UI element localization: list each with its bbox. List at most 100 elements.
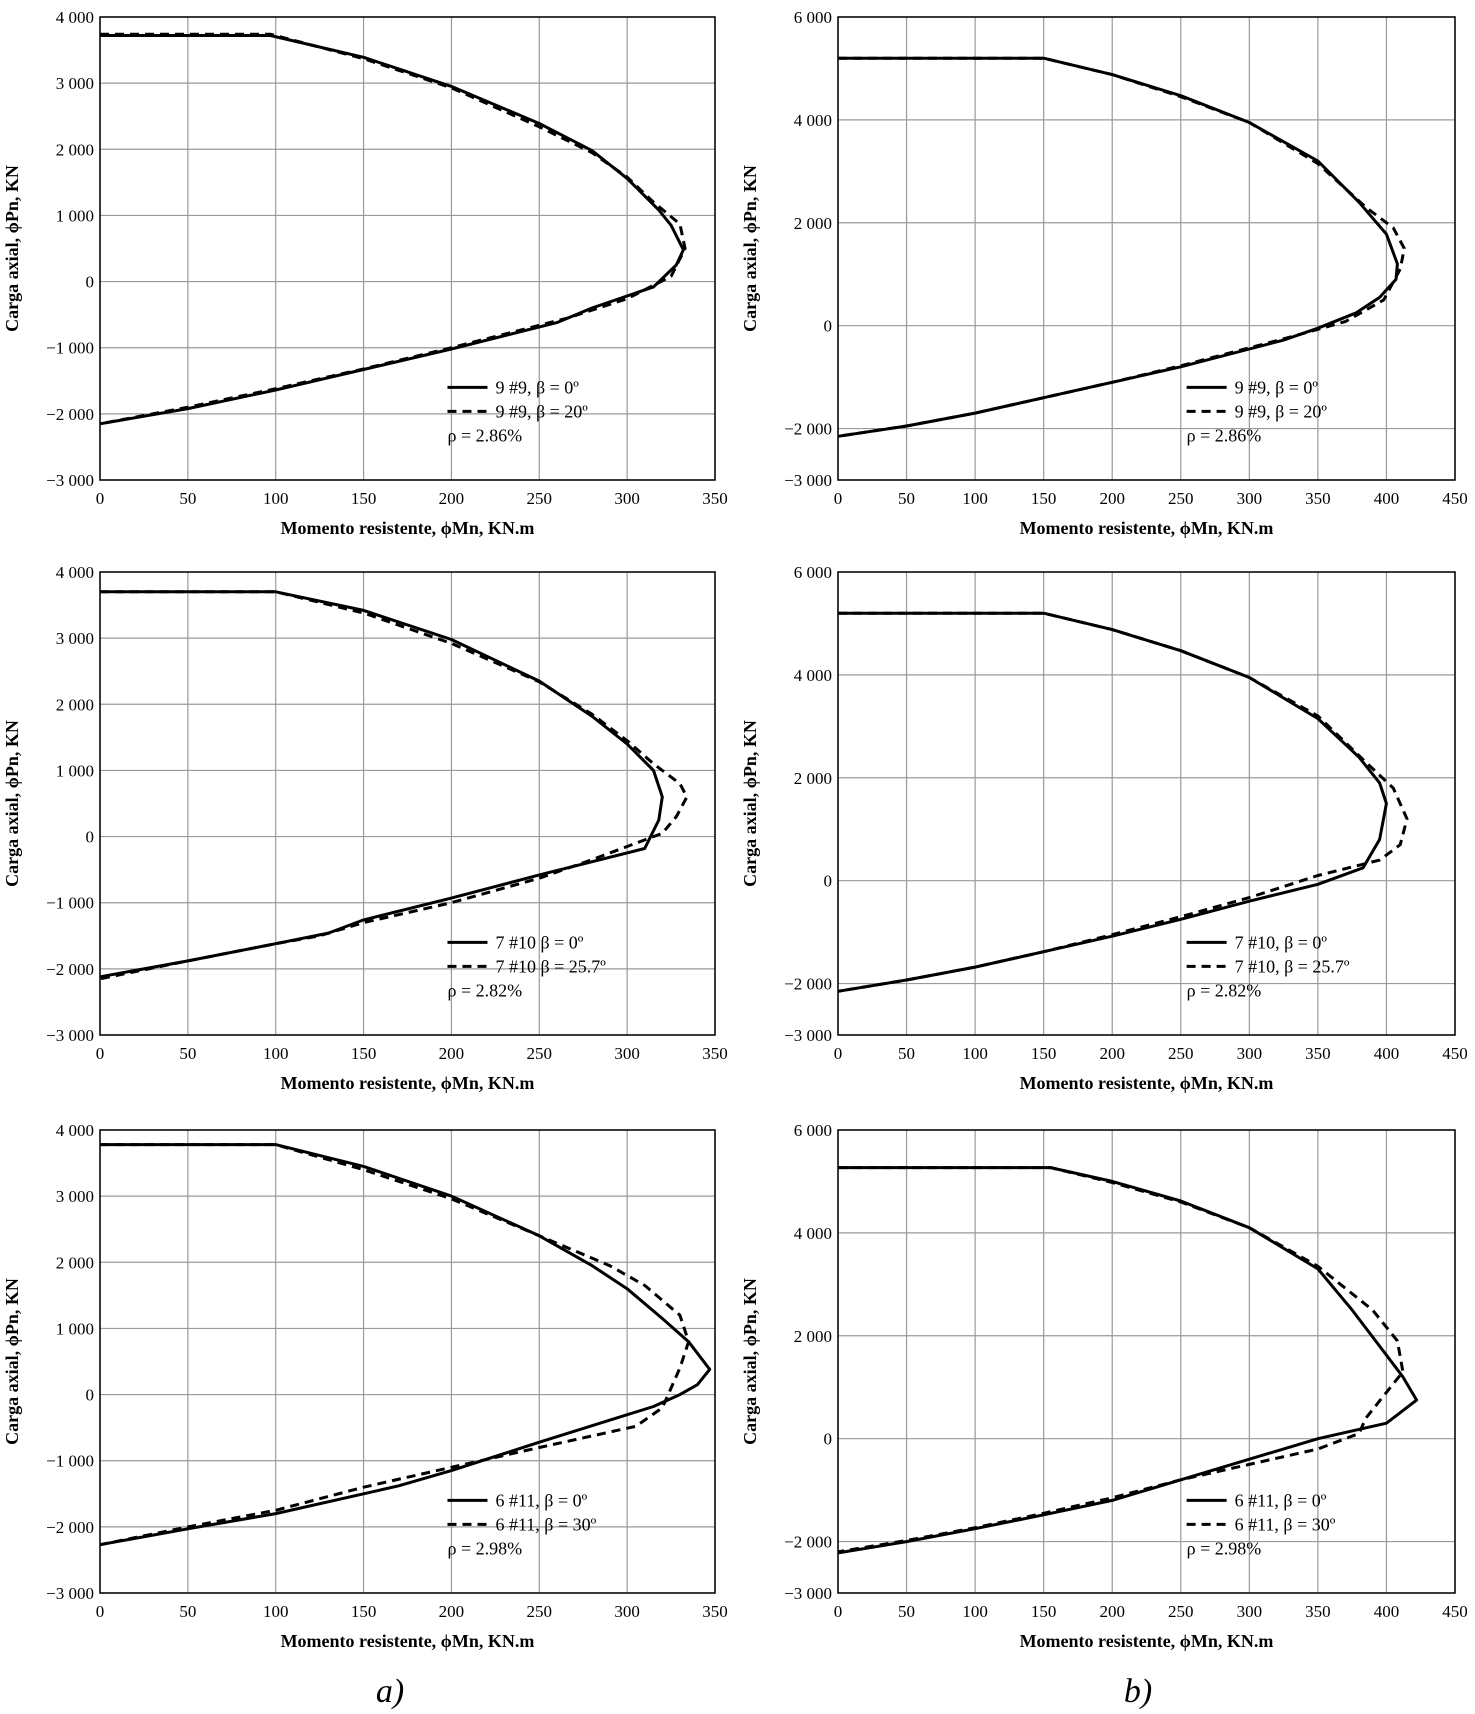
y-tick-label: 3 000: [56, 629, 94, 648]
legend-label: 6 #11, β = 30º: [495, 1514, 596, 1534]
x-tick-label: 0: [834, 1602, 843, 1621]
legend-label: 7 #10, β = 25.7º: [1235, 956, 1350, 976]
x-axis-title: Momento resistente, ϕMn, KN.m: [1020, 1073, 1274, 1093]
x-tick-label: 100: [962, 1044, 988, 1063]
x-tick-label: 400: [1374, 1044, 1400, 1063]
x-tick-label: 250: [527, 489, 553, 508]
y-tick-label: 2 000: [794, 1327, 832, 1346]
series-line-dashed: [99, 1143, 691, 1547]
y-axis-title: Carga axial, ϕPn, KN: [740, 1278, 760, 1445]
y-tick-label: −2 000: [784, 975, 832, 994]
series-line-dashed: [837, 611, 1409, 993]
x-tick-label: 100: [263, 1044, 289, 1063]
legend-note: ρ = 2.86%: [1187, 425, 1262, 445]
x-tick-label: 0: [834, 489, 843, 508]
x-tick-label: 350: [702, 1044, 728, 1063]
y-tick-label: −3 000: [46, 1026, 94, 1045]
y-tick-label: −1 000: [46, 1452, 94, 1471]
x-tick-label: 150: [1031, 489, 1057, 508]
legend-label: 7 #10 β = 25.7º: [495, 956, 606, 976]
y-tick-label: 2 000: [56, 140, 94, 159]
x-tick-label: 200: [439, 1044, 465, 1063]
y-tick-label: 2 000: [794, 214, 832, 233]
x-tick-label: 100: [962, 489, 988, 508]
y-tick-label: −3 000: [784, 471, 832, 490]
x-tick-label: 0: [834, 1044, 843, 1063]
x-tick-label: 200: [439, 1602, 465, 1621]
y-tick-label: 0: [86, 828, 95, 847]
x-tick-label: 250: [1168, 1044, 1194, 1063]
legend-note: ρ = 2.98%: [1187, 1538, 1262, 1558]
x-tick-label: 450: [1442, 1602, 1468, 1621]
y-tick-label: 4 000: [794, 666, 832, 685]
y-tick-label: 1 000: [56, 206, 94, 225]
y-tick-label: −2 000: [46, 960, 94, 979]
series-line-solid: [99, 1143, 712, 1547]
plot-frame: [99, 16, 716, 481]
series-line-dashed: [837, 56, 1406, 438]
x-tick-label: 250: [1168, 489, 1194, 508]
x-tick-label: 150: [351, 1044, 377, 1063]
y-tick-label: −1 000: [46, 894, 94, 913]
x-tick-label: 250: [1168, 1602, 1194, 1621]
x-tick-label: 50: [179, 489, 196, 508]
x-tick-label: 300: [614, 1602, 640, 1621]
legend-label: 9 #9, β = 20º: [495, 401, 588, 421]
plot-frame: [837, 16, 1456, 481]
y-tick-label: 6 000: [794, 8, 832, 27]
chart-6: 0 50 100 150 200 250 300 350 400 450 −3 000 −2 000 0…: [740, 1121, 1468, 1651]
x-tick-label: 0: [96, 1602, 105, 1621]
y-tick-label: 0: [86, 273, 95, 292]
series-line-dashed: [837, 1166, 1405, 1554]
y-tick-label: −2 000: [784, 420, 832, 439]
x-tick-label: 350: [702, 1602, 728, 1621]
legend-label: 9 #9, β = 0º: [1235, 377, 1319, 397]
legend-label: 6 #11, β = 0º: [495, 1490, 587, 1510]
series-line-dashed: [99, 32, 687, 426]
x-tick-label: 250: [527, 1044, 553, 1063]
x-tick-label: 450: [1442, 489, 1468, 508]
y-tick-label: −3 000: [46, 1584, 94, 1603]
y-tick-label: −2 000: [784, 1533, 832, 1552]
x-tick-label: 100: [962, 1602, 988, 1621]
x-tick-label: 150: [351, 1602, 377, 1621]
y-axis-title: Carga axial, ϕPn, KN: [740, 720, 760, 887]
series-line-solid: [837, 1166, 1419, 1555]
x-tick-label: 0: [96, 1044, 105, 1063]
y-axis-title: Carga axial, ϕPn, KN: [740, 165, 760, 332]
chart-2: 0 50 100 150 200 250 300 350 400 450 −3 000 −2 000 0…: [740, 8, 1468, 538]
y-tick-label: 6 000: [794, 563, 832, 582]
legend-note: ρ = 2.82%: [447, 980, 522, 1000]
x-axis-title: Momento resistente, ϕMn, KN.m: [1020, 518, 1274, 538]
legend-note: ρ = 2.82%: [1187, 980, 1262, 1000]
x-tick-label: 300: [1237, 489, 1263, 508]
legend-label: 7 #10, β = 0º: [1235, 932, 1328, 952]
y-tick-label: 4 000: [794, 111, 832, 130]
x-tick-label: 150: [1031, 1602, 1057, 1621]
y-tick-label: 2 000: [56, 695, 94, 714]
series-line-solid: [99, 590, 664, 979]
y-tick-label: 0: [824, 872, 833, 891]
x-axis-title: Momento resistente, ϕMn, KN.m: [281, 518, 535, 538]
y-tick-label: 2 000: [56, 1253, 94, 1272]
y-tick-label: 1 000: [56, 1319, 94, 1338]
legend-label: 7 #10 β = 0º: [495, 932, 583, 952]
plot-frame: [99, 571, 716, 1036]
x-tick-label: 200: [1099, 489, 1125, 508]
x-tick-label: 400: [1374, 1602, 1400, 1621]
y-tick-label: 2 000: [794, 769, 832, 788]
x-tick-label: 50: [898, 489, 915, 508]
x-tick-label: 50: [898, 1044, 915, 1063]
x-tick-label: 300: [614, 489, 640, 508]
y-tick-label: −3 000: [784, 1584, 832, 1603]
x-tick-label: 200: [439, 489, 465, 508]
x-tick-label: 400: [1374, 489, 1400, 508]
legend-label: 6 #11, β = 30º: [1235, 1514, 1336, 1534]
x-tick-label: 350: [702, 489, 728, 508]
x-tick-label: 350: [1305, 1044, 1331, 1063]
plot-frame: [837, 571, 1456, 1036]
plot-frame: [99, 1129, 716, 1594]
x-tick-label: 250: [527, 1602, 553, 1621]
y-tick-label: 6 000: [794, 1121, 832, 1140]
x-tick-label: 450: [1442, 1044, 1468, 1063]
